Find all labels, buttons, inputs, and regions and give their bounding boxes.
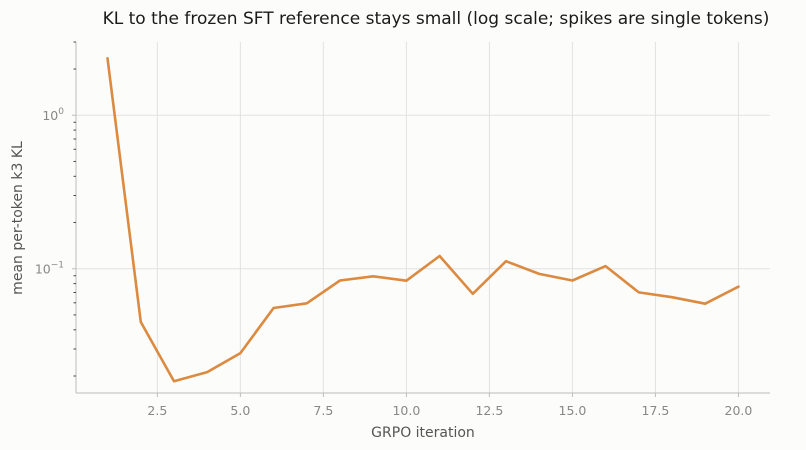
y-axis-label: mean per-token k3 KL	[10, 141, 26, 295]
chart-title: KL to the frozen SFT reference stays sma…	[103, 9, 770, 29]
series-line	[106, 56, 740, 383]
x-tick-label: 17.5	[642, 403, 670, 418]
axes	[75, 42, 770, 394]
y-tick-label: 100	[42, 107, 64, 123]
x-tick-label: 7.5	[313, 403, 333, 418]
series	[106, 56, 740, 383]
x-tick-label: 20.0	[725, 403, 753, 418]
x-tick-label: 5.0	[230, 403, 250, 418]
y-tick-label: 10−1	[35, 261, 64, 277]
x-tick-label: 15.0	[559, 403, 587, 418]
x-axis-label: GRPO iteration	[371, 425, 475, 441]
x-tick-label: 2.5	[147, 403, 167, 418]
x-tick-label: 12.5	[475, 403, 503, 418]
ticks: 2.5 5.0 7.5 10.0 12.5 15.0 17.5 20.0 100 10−1	[35, 41, 753, 418]
x-tick-label: 10.0	[392, 403, 420, 418]
grid	[76, 42, 770, 393]
